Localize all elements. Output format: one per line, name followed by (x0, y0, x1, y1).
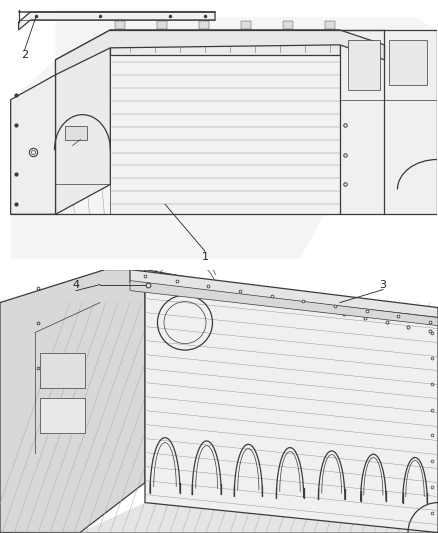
Text: 2: 2 (21, 50, 28, 60)
Text: 1: 1 (201, 252, 208, 262)
Polygon shape (130, 280, 438, 326)
Bar (65, 126, 88, 140)
Polygon shape (0, 270, 145, 532)
Bar (389, 40, 427, 85)
Polygon shape (56, 30, 385, 75)
Polygon shape (339, 30, 437, 214)
Bar (283, 21, 293, 29)
Polygon shape (56, 30, 110, 214)
Bar (348, 40, 379, 90)
Polygon shape (145, 270, 438, 532)
Polygon shape (110, 30, 339, 55)
Bar (325, 21, 335, 29)
Bar (241, 21, 251, 29)
Polygon shape (11, 75, 56, 214)
Polygon shape (0, 503, 438, 533)
Bar (199, 21, 209, 29)
Bar (40, 353, 85, 387)
Polygon shape (110, 55, 339, 214)
Bar (115, 21, 125, 29)
Polygon shape (130, 270, 438, 318)
Polygon shape (11, 10, 437, 259)
Bar (157, 21, 167, 29)
Text: 4: 4 (72, 280, 80, 289)
Bar (40, 398, 85, 433)
Text: 3: 3 (379, 280, 386, 289)
Polygon shape (19, 12, 215, 30)
